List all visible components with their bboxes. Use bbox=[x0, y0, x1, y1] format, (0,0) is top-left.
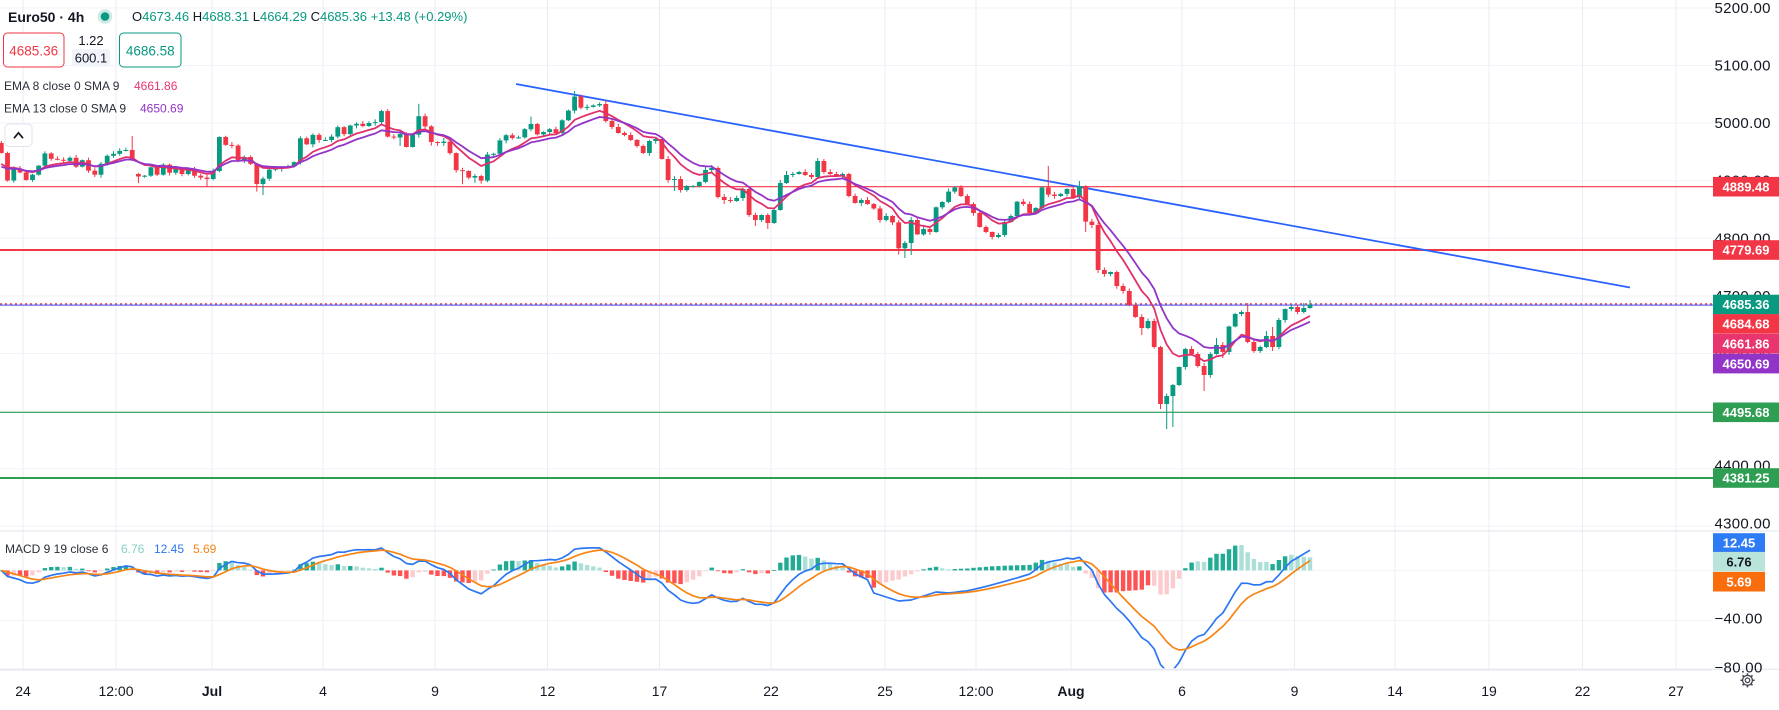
svg-text:1.22: 1.22 bbox=[78, 33, 103, 48]
svg-text:12.45: 12.45 bbox=[1723, 536, 1756, 551]
svg-text:6: 6 bbox=[1178, 683, 1186, 699]
svg-text:9: 9 bbox=[1291, 683, 1299, 699]
svg-text:4684.68: 4684.68 bbox=[1723, 317, 1770, 332]
svg-text:Jul: Jul bbox=[202, 683, 222, 699]
svg-text:4661.86: 4661.86 bbox=[134, 79, 178, 93]
svg-text:4: 4 bbox=[319, 683, 327, 699]
svg-text:4650.69: 4650.69 bbox=[140, 102, 184, 116]
svg-text:4685.36: 4685.36 bbox=[1723, 297, 1770, 312]
svg-text:5100.00: 5100.00 bbox=[1715, 58, 1771, 75]
svg-text:12: 12 bbox=[540, 683, 556, 699]
svg-text:5.69: 5.69 bbox=[1726, 574, 1751, 589]
svg-text:4685.36: 4685.36 bbox=[9, 44, 58, 59]
svg-text:22: 22 bbox=[1575, 683, 1591, 699]
svg-text:25: 25 bbox=[877, 683, 893, 699]
svg-text:6.76: 6.76 bbox=[121, 542, 145, 556]
svg-text:4650.69: 4650.69 bbox=[1723, 356, 1770, 371]
svg-text:4495.68: 4495.68 bbox=[1723, 405, 1770, 420]
svg-text:12:00: 12:00 bbox=[98, 683, 133, 699]
svg-text:−40.00: −40.00 bbox=[1715, 611, 1763, 628]
svg-text:5.69: 5.69 bbox=[193, 542, 217, 556]
svg-text:12.45: 12.45 bbox=[154, 542, 184, 556]
svg-text:−80.00: −80.00 bbox=[1715, 660, 1763, 677]
svg-text:4889.48: 4889.48 bbox=[1723, 179, 1770, 194]
svg-text:EMA 13 close 0 SMA 9: EMA 13 close 0 SMA 9 bbox=[4, 102, 126, 116]
svg-text:600.1: 600.1 bbox=[75, 51, 108, 66]
svg-text:4779.69: 4779.69 bbox=[1723, 243, 1770, 258]
svg-text:27: 27 bbox=[1668, 683, 1684, 699]
svg-text:Euro50 · 4h: Euro50 · 4h bbox=[8, 9, 84, 25]
svg-text:MACD 9 19 close 6: MACD 9 19 close 6 bbox=[5, 542, 109, 556]
svg-text:14: 14 bbox=[1387, 683, 1403, 699]
svg-text:12:00: 12:00 bbox=[958, 683, 993, 699]
svg-text:22: 22 bbox=[763, 683, 779, 699]
svg-text:O4673.46 H4688.31 L4664.29 C46: O4673.46 H4688.31 L4664.29 C4685.36 +13.… bbox=[132, 9, 467, 24]
svg-text:4686.58: 4686.58 bbox=[126, 44, 175, 59]
svg-text:Aug: Aug bbox=[1057, 683, 1084, 699]
svg-text:6.76: 6.76 bbox=[1726, 554, 1751, 569]
svg-text:4661.86: 4661.86 bbox=[1723, 336, 1770, 351]
svg-text:17: 17 bbox=[652, 683, 668, 699]
svg-text:4300.00: 4300.00 bbox=[1715, 515, 1771, 532]
svg-text:5000.00: 5000.00 bbox=[1715, 115, 1771, 132]
svg-text:9: 9 bbox=[431, 683, 439, 699]
svg-text:EMA 8 close 0 SMA 9: EMA 8 close 0 SMA 9 bbox=[4, 79, 120, 93]
svg-text:19: 19 bbox=[1481, 683, 1497, 699]
svg-text:5200.00: 5200.00 bbox=[1715, 0, 1771, 17]
svg-text:4381.25: 4381.25 bbox=[1723, 471, 1770, 486]
svg-text:24: 24 bbox=[15, 683, 31, 699]
